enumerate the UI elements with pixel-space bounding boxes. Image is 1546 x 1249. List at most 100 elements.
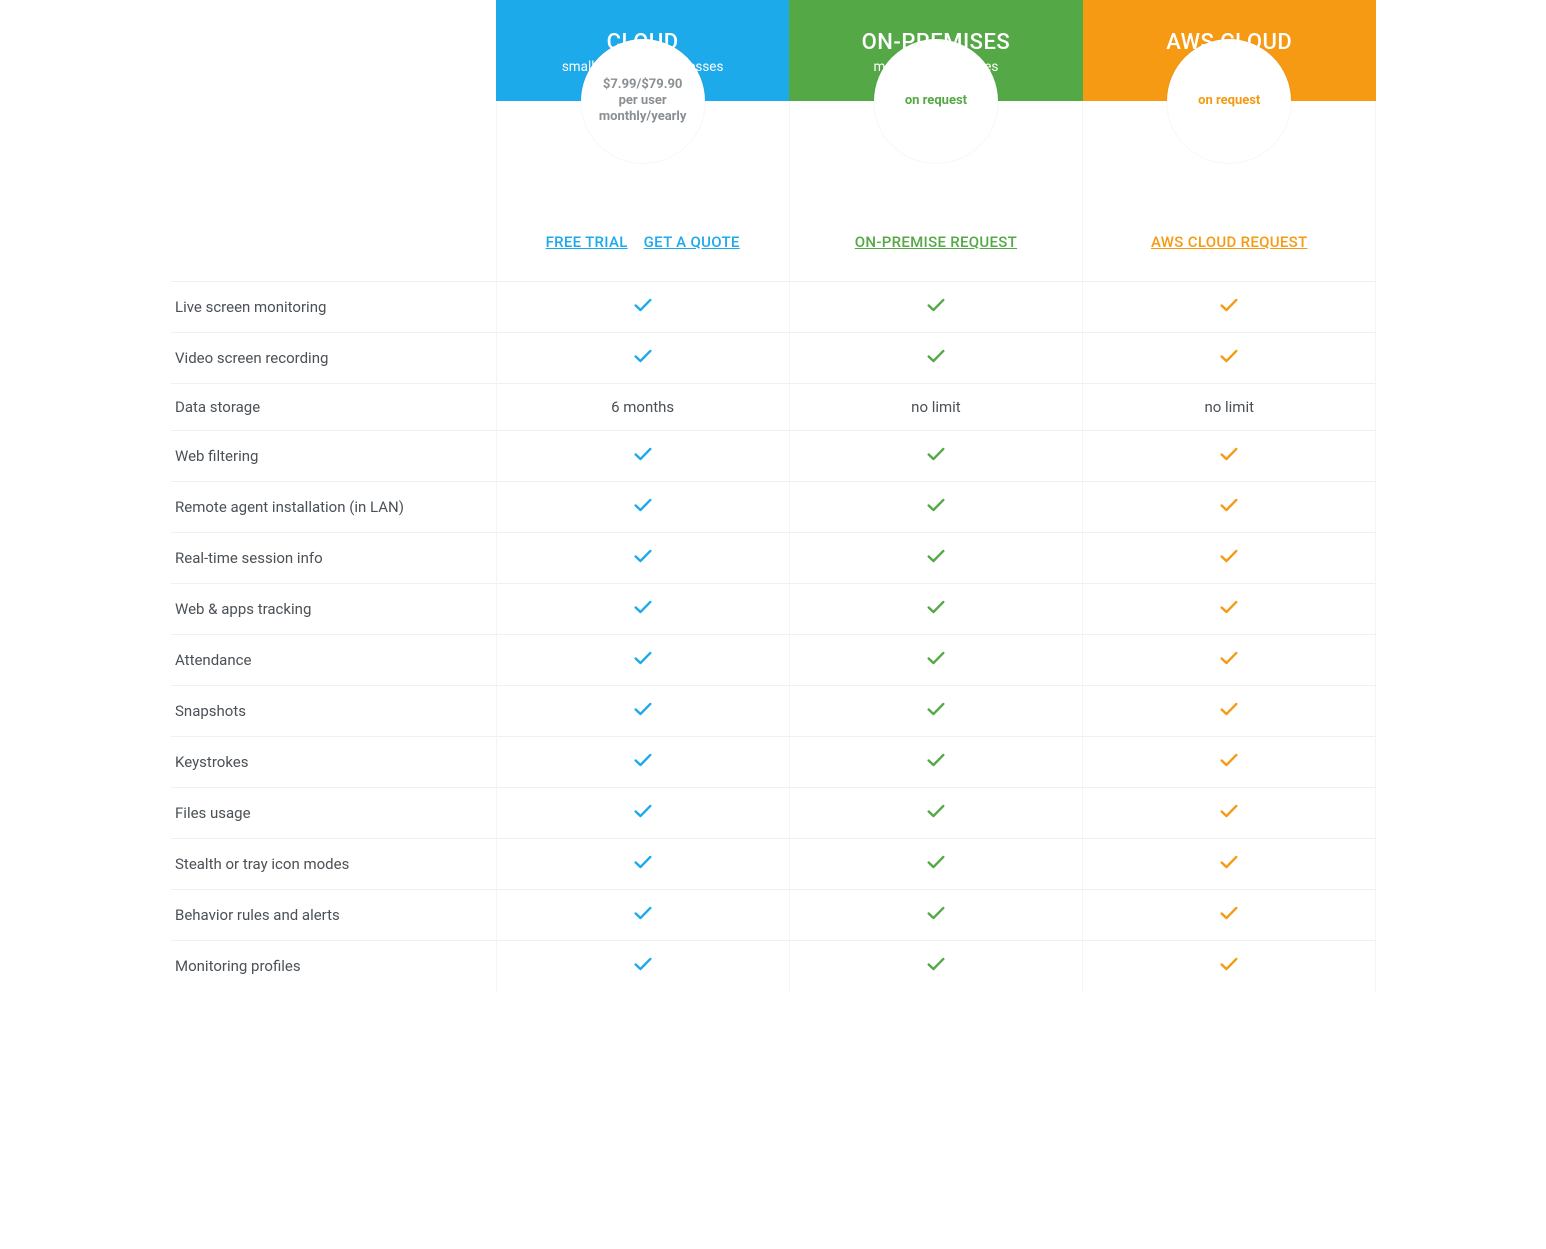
feature-cell xyxy=(496,532,789,583)
check-icon xyxy=(1218,345,1240,367)
feature-row: Snapshots xyxy=(171,685,1376,736)
check-icon xyxy=(1218,749,1240,771)
price-line: on request xyxy=(1198,93,1260,109)
price-line: $7.99/$79.90 xyxy=(603,77,683,93)
feature-cell xyxy=(496,940,789,991)
feature-cell xyxy=(789,838,1082,889)
feature-cell: no limit xyxy=(789,383,1082,430)
price-line: monthly/yearly xyxy=(599,109,687,125)
check-icon xyxy=(1218,443,1240,465)
feature-row: Monitoring profiles xyxy=(171,940,1376,991)
feature-label: Snapshots xyxy=(171,685,496,736)
feature-row: Stealth or tray icon modes xyxy=(171,838,1376,889)
check-icon xyxy=(632,494,654,516)
feature-label: Remote agent installation (in LAN) xyxy=(171,481,496,532)
feature-row: Keystrokes xyxy=(171,736,1376,787)
feature-cell xyxy=(496,583,789,634)
feature-row: Behavior rules and alerts xyxy=(171,889,1376,940)
plan-header-onprem: ON-PREMISES medium&enterprises on reques… xyxy=(789,0,1082,101)
feature-label: Attendance xyxy=(171,634,496,685)
feature-cell xyxy=(1083,940,1376,991)
feature-label: Data storage xyxy=(171,383,496,430)
feature-row: Remote agent installation (in LAN) xyxy=(171,481,1376,532)
feature-cell xyxy=(1083,481,1376,532)
feature-row: Web filtering xyxy=(171,430,1376,481)
check-icon xyxy=(925,800,947,822)
check-icon xyxy=(632,345,654,367)
price-circle: on request xyxy=(1167,39,1291,163)
feature-label: Stealth or tray icon modes xyxy=(171,838,496,889)
check-icon xyxy=(1218,953,1240,975)
feature-cell xyxy=(496,736,789,787)
check-icon xyxy=(1218,294,1240,316)
check-icon xyxy=(925,698,947,720)
feature-cell xyxy=(496,430,789,481)
check-icon xyxy=(632,953,654,975)
feature-cell xyxy=(496,685,789,736)
feature-cell xyxy=(1083,281,1376,332)
feature-cell xyxy=(496,889,789,940)
check-icon xyxy=(925,545,947,567)
feature-cell xyxy=(789,281,1082,332)
feature-cell xyxy=(1083,532,1376,583)
check-icon xyxy=(1218,851,1240,873)
feature-cell xyxy=(496,838,789,889)
feature-cell xyxy=(789,787,1082,838)
feature-label: Web filtering xyxy=(171,430,496,481)
check-icon xyxy=(632,698,654,720)
feature-cell xyxy=(496,634,789,685)
feature-cell xyxy=(1083,685,1376,736)
check-icon xyxy=(632,294,654,316)
cta-link[interactable]: GET A QUOTE xyxy=(644,233,740,251)
check-icon xyxy=(925,902,947,924)
feature-cell xyxy=(789,481,1082,532)
feature-cell xyxy=(1083,332,1376,383)
feature-label: Live screen monitoring xyxy=(171,281,496,332)
check-icon xyxy=(632,443,654,465)
price-line: on request xyxy=(905,93,967,109)
check-icon xyxy=(632,851,654,873)
feature-cell xyxy=(1083,634,1376,685)
feature-cell xyxy=(789,736,1082,787)
feature-cell: 6 months xyxy=(496,383,789,430)
price-line: per user xyxy=(619,93,667,109)
pricing-table: CLOUD small&medium businesses $7.99/$79.… xyxy=(171,0,1376,991)
check-icon xyxy=(925,443,947,465)
feature-row: Files usage xyxy=(171,787,1376,838)
check-icon xyxy=(632,902,654,924)
feature-label: Keystrokes xyxy=(171,736,496,787)
cta-link[interactable]: FREE TRIAL xyxy=(546,233,628,251)
feature-row: Live screen monitoring xyxy=(171,281,1376,332)
cta-link[interactable]: ON-PREMISE REQUEST xyxy=(855,233,1017,251)
check-icon xyxy=(632,800,654,822)
feature-row: Attendance xyxy=(171,634,1376,685)
check-icon xyxy=(632,749,654,771)
feature-cell xyxy=(496,481,789,532)
feature-cell xyxy=(789,583,1082,634)
plan-header-cloud: CLOUD small&medium businesses $7.99/$79.… xyxy=(496,0,789,101)
feature-cell xyxy=(1083,838,1376,889)
check-icon xyxy=(925,647,947,669)
plan-header-aws: AWS CLOUD enterprises on request xyxy=(1083,0,1376,101)
feature-row: Real-time session info xyxy=(171,532,1376,583)
check-icon xyxy=(1218,902,1240,924)
feature-label: Real-time session info xyxy=(171,532,496,583)
check-icon xyxy=(925,345,947,367)
feature-cell xyxy=(789,430,1082,481)
check-icon xyxy=(1218,800,1240,822)
plan-header-row: CLOUD small&medium businesses $7.99/$79.… xyxy=(171,0,1376,101)
feature-cell xyxy=(789,332,1082,383)
check-icon xyxy=(1218,494,1240,516)
feature-label: Monitoring profiles xyxy=(171,940,496,991)
feature-cell xyxy=(1083,889,1376,940)
feature-cell: no limit xyxy=(1083,383,1376,430)
feature-cell xyxy=(1083,430,1376,481)
feature-row: Data storage6 monthsno limitno limit xyxy=(171,383,1376,430)
feature-cell xyxy=(789,532,1082,583)
check-icon xyxy=(925,953,947,975)
feature-cell xyxy=(789,940,1082,991)
cta-link[interactable]: AWS CLOUD REQUEST xyxy=(1151,233,1308,251)
cta-spacer xyxy=(171,101,496,281)
feature-cell xyxy=(496,281,789,332)
feature-cell xyxy=(496,332,789,383)
